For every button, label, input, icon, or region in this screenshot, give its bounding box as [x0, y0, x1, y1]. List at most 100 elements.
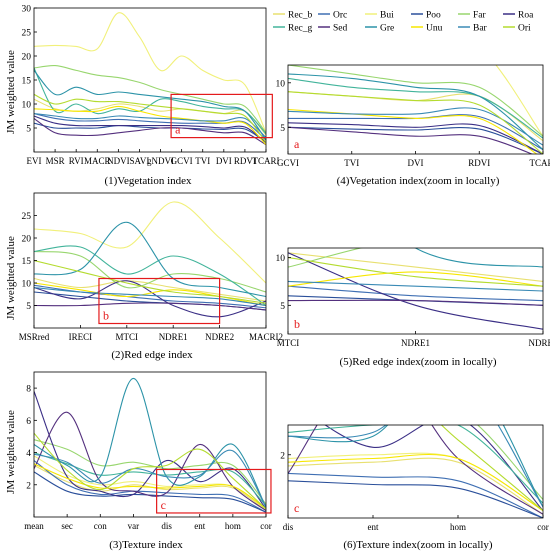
legend-item-roa: Roa [503, 11, 534, 21]
x-tick-label: MTCI [116, 332, 139, 342]
series-line-orc [34, 284, 266, 309]
series-line-rec-g [288, 425, 543, 504]
series-line-rec-b [288, 457, 543, 515]
x-tick-label: NDVI [107, 156, 130, 166]
legend-label: Bui [380, 11, 394, 21]
series-line-roa [288, 252, 543, 330]
series-line-ori [34, 259, 266, 304]
legend-item-bui: Bui [365, 11, 394, 21]
legend-label: Poo [426, 11, 441, 21]
series-line-bar [288, 280, 543, 292]
series-group [288, 425, 543, 518]
legend-item-unu: Unu [411, 24, 443, 34]
x-tick-label: cor [260, 521, 272, 531]
ylabel-1: JM weighted value [5, 50, 17, 134]
x-tick-label: IRECI [69, 332, 93, 342]
plot-frame [287, 64, 544, 155]
x-tick-label: RDVI [234, 156, 256, 166]
caption-6: (6)Texture index(zoom in locally) [343, 539, 493, 551]
plot-frame [287, 247, 544, 335]
x-tick-label: TVI [195, 156, 210, 166]
series-line-roa [324, 425, 543, 511]
series-line-rec-b [34, 277, 266, 302]
zoom-region-box [156, 468, 272, 514]
series-line-unu [288, 108, 538, 154]
y-tick-label: 10 [22, 101, 32, 111]
zoom-region-box [98, 277, 221, 325]
series-group [34, 12, 266, 146]
chart-texture-zoom: 2 dis ent hom cor c [280, 424, 549, 532]
caption-1: (1)Vegetation index [104, 175, 192, 187]
series-line-rec-g [288, 200, 543, 238]
x-tick-label: NDRE2 [205, 332, 234, 342]
legend-item-ori: Ori [503, 24, 531, 34]
y-tick-label: 15 [22, 257, 32, 267]
series-line-sed [34, 117, 266, 146]
legend: Rec_b Orc Bui Poo Far Roa Rec_g Sed Gre Unu Bar Ori [273, 11, 534, 34]
plot-frame [287, 424, 544, 519]
x-tick-label: TCARI [253, 156, 280, 166]
y-tick-label: 10 [276, 254, 286, 264]
legend-label: Roa [518, 11, 534, 21]
series-line-bar [288, 107, 543, 146]
series-line-bui [34, 201, 266, 284]
series-line-far [288, 65, 543, 137]
y-tick-label: 4 [26, 449, 31, 459]
series-line-far [476, 425, 543, 500]
chart-red-edge-index: 5 10 15 20 25 MSRred IRECI MTCI NDRE1 NDRE2 MACRI2… [19, 192, 283, 342]
legend-label: Unu [426, 24, 443, 34]
series-line-far [34, 439, 266, 505]
series-line-gre [288, 425, 543, 508]
y-tick-label: 5 [280, 124, 285, 134]
series-line-rec-b [288, 252, 543, 282]
series-line-gre [34, 70, 266, 141]
chart-red-edge-zoom: 5 10 MTCI NDRE1 NDRE2 b [276, 200, 550, 348]
legend-label: Orc [333, 11, 347, 21]
x-tick-label: DVI [408, 158, 424, 168]
x-tick-label: RVI [69, 156, 84, 166]
x-tick-label: ent [368, 522, 379, 532]
zoom-panel-label: c [294, 501, 299, 515]
legend-item-rec-b: Rec_b [273, 11, 313, 21]
x-tick-label: var [128, 521, 140, 531]
x-tick-label: sec [61, 521, 73, 531]
y-tick-label: 20 [22, 53, 32, 63]
series-line-bar [34, 286, 266, 307]
series-line-ori [288, 257, 543, 287]
y-tick-label: 2 [280, 451, 285, 461]
series-line-poo [288, 480, 543, 518]
series-line-bar [34, 113, 266, 139]
zoom-region-label: a [175, 123, 181, 137]
x-tick-label: ent [194, 521, 205, 531]
series-group [288, 200, 543, 330]
series-line-roa [288, 122, 543, 154]
x-tick-label: GCVI [277, 158, 299, 168]
caption-2: (2)Red edge index [111, 349, 193, 361]
legend-item-poo: Poo [411, 11, 441, 21]
x-tick-label: NDRE1 [401, 338, 430, 348]
series-line-gre [34, 221, 266, 298]
legend-label: Sed [333, 24, 348, 34]
x-tick-label: GCVI [171, 156, 193, 166]
x-tick-label: hom [225, 521, 241, 531]
legend-label: Rec_g [288, 24, 313, 34]
x-tick-label: TCARI [530, 158, 550, 168]
legend-item-orc: Orc [318, 11, 347, 21]
series-line-sed [288, 126, 534, 154]
x-tick-label: NDRE2 [529, 338, 550, 348]
zoom-region-box [170, 93, 273, 139]
series-line-sed [34, 302, 266, 311]
legend-label: Ori [518, 24, 531, 34]
legend-label: Rec_b [288, 11, 313, 21]
series-line-roa [34, 115, 266, 143]
zoom-panel-label: a [294, 137, 300, 151]
legend-item-gre: Gre [365, 24, 394, 34]
series-line-rec-g [34, 452, 266, 507]
x-tick-label: TVI [344, 158, 359, 168]
series-line-roa [34, 391, 266, 510]
series-line-bar [288, 425, 543, 508]
series-line-rec-g [34, 245, 266, 306]
series-line-bar [34, 449, 266, 508]
